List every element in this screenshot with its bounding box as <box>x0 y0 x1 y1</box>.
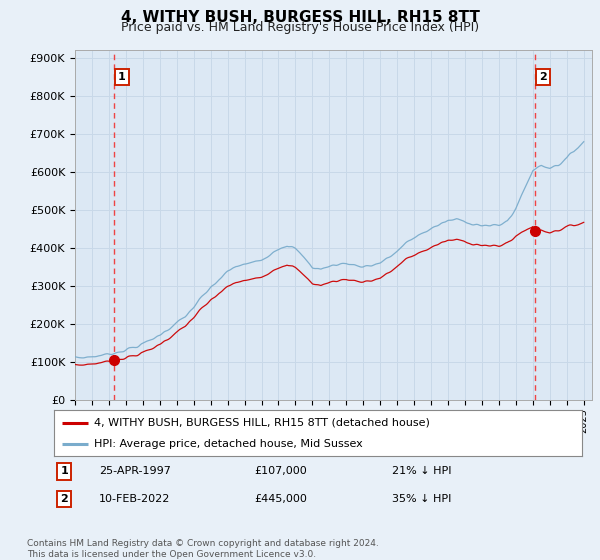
Text: 25-APR-1997: 25-APR-1997 <box>99 466 171 477</box>
Text: £107,000: £107,000 <box>254 466 307 477</box>
Text: 35% ↓ HPI: 35% ↓ HPI <box>392 494 451 504</box>
Text: 10-FEB-2022: 10-FEB-2022 <box>99 494 170 504</box>
Text: HPI: Average price, detached house, Mid Sussex: HPI: Average price, detached house, Mid … <box>94 439 362 449</box>
Text: 1: 1 <box>61 466 68 477</box>
Text: 1: 1 <box>118 72 126 82</box>
Text: £445,000: £445,000 <box>254 494 308 504</box>
Text: 21% ↓ HPI: 21% ↓ HPI <box>392 466 451 477</box>
Text: 2: 2 <box>61 494 68 504</box>
Text: Contains HM Land Registry data © Crown copyright and database right 2024.
This d: Contains HM Land Registry data © Crown c… <box>27 539 379 559</box>
Text: 4, WITHY BUSH, BURGESS HILL, RH15 8TT: 4, WITHY BUSH, BURGESS HILL, RH15 8TT <box>121 10 479 25</box>
Text: 2: 2 <box>539 72 547 82</box>
Text: Price paid vs. HM Land Registry's House Price Index (HPI): Price paid vs. HM Land Registry's House … <box>121 21 479 34</box>
Text: 4, WITHY BUSH, BURGESS HILL, RH15 8TT (detached house): 4, WITHY BUSH, BURGESS HILL, RH15 8TT (d… <box>94 418 430 428</box>
